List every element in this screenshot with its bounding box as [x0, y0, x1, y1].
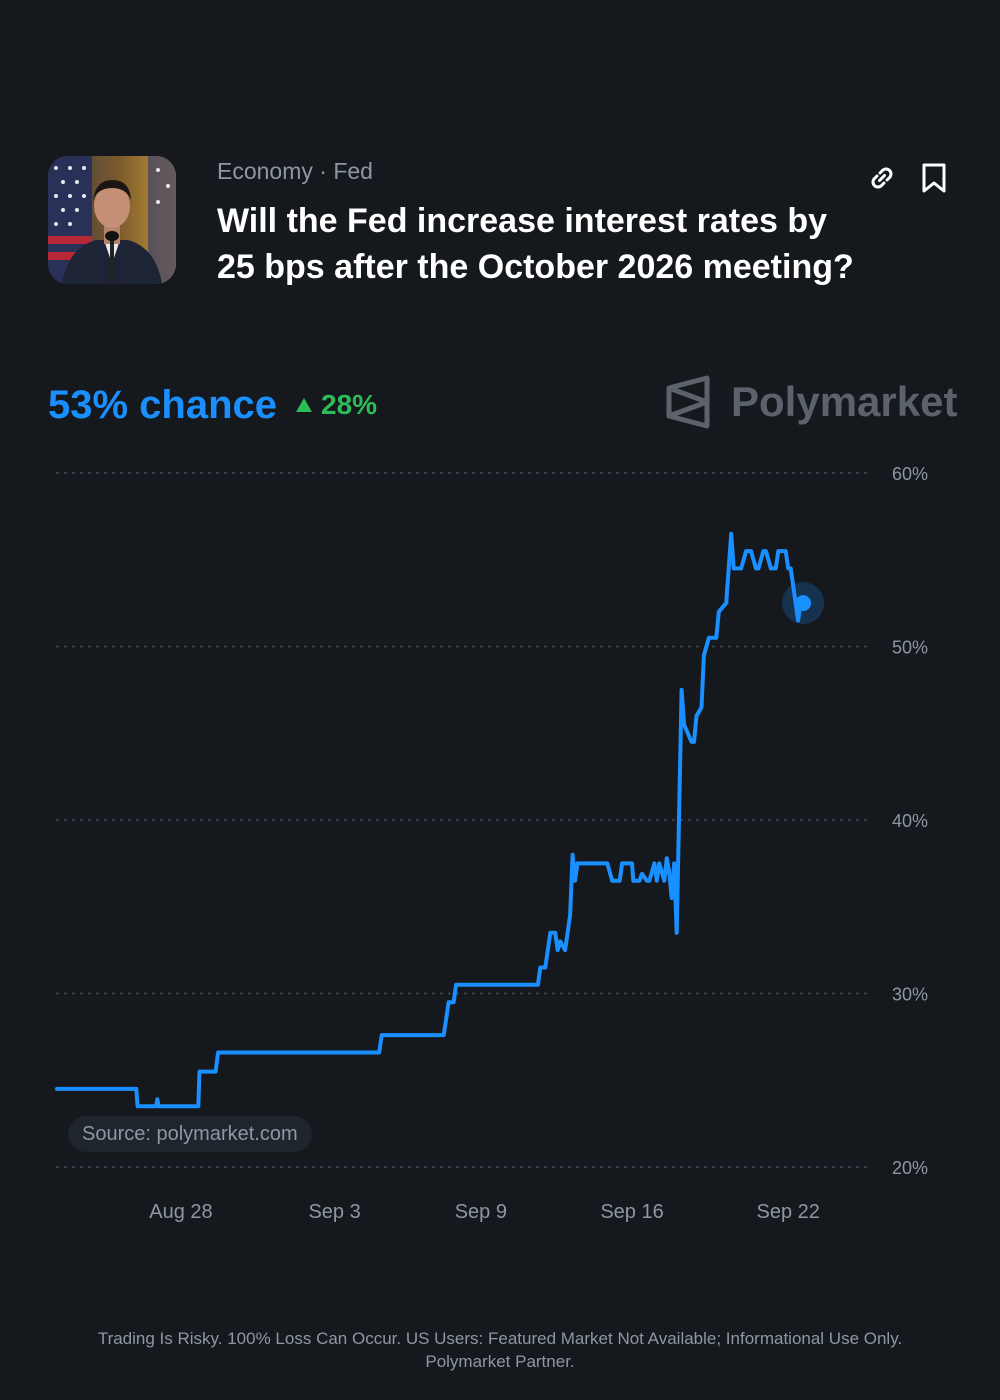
market-title: Will the Fed increase interest rates by … [217, 202, 854, 286]
brand-name: Polymarket [731, 378, 958, 425]
market-image [48, 156, 176, 284]
chance-value: 53% chance [48, 382, 278, 427]
link-icon [871, 167, 893, 189]
x-tick-label: Sep 16 [600, 1201, 663, 1223]
y-tick-label: 50% [892, 638, 928, 658]
change-badge: 28% [295, 389, 377, 421]
y-tick-label: 60% [892, 464, 928, 484]
x-tick-label: Sep 3 [308, 1201, 360, 1223]
chance-summary: 53% chance 28% [48, 378, 377, 432]
x-tick-label: Aug 28 [149, 1201, 212, 1223]
triangle-up-icon [296, 398, 313, 412]
series-line [55, 531, 806, 1109]
endpoint-dot [795, 595, 812, 612]
probability-chart: 20% 30% 40% 50% 60% Aug 28 Sep 3 Sep 9 Sep 16 Sep… [55, 464, 928, 1223]
y-tick-label: 20% [892, 1158, 928, 1178]
x-tick-label: Sep 9 [455, 1201, 507, 1223]
bookmark-icon [922, 163, 946, 193]
brand: Polymarket [665, 374, 957, 430]
y-tick-label: 40% [892, 811, 928, 831]
y-tick-label: 30% [892, 985, 928, 1005]
disclaimer: Trading Is Risky. 100% Loss Can Occur. U… [0, 1327, 1000, 1373]
bookmark-button[interactable] [916, 160, 952, 196]
x-tick-label: Sep 22 [757, 1201, 820, 1223]
change-value: 28% [321, 389, 378, 420]
link-button[interactable] [864, 160, 900, 196]
disclaimer-line-2: Polymarket Partner. [425, 1352, 575, 1371]
disclaimer-line-1: Trading Is Risky. 100% Loss Can Occur. U… [97, 1329, 903, 1348]
market-category: Economy · Fed [217, 158, 373, 184]
polymarket-logo-icon [666, 375, 710, 429]
source-label: Source: polymarket.com [68, 1116, 312, 1152]
